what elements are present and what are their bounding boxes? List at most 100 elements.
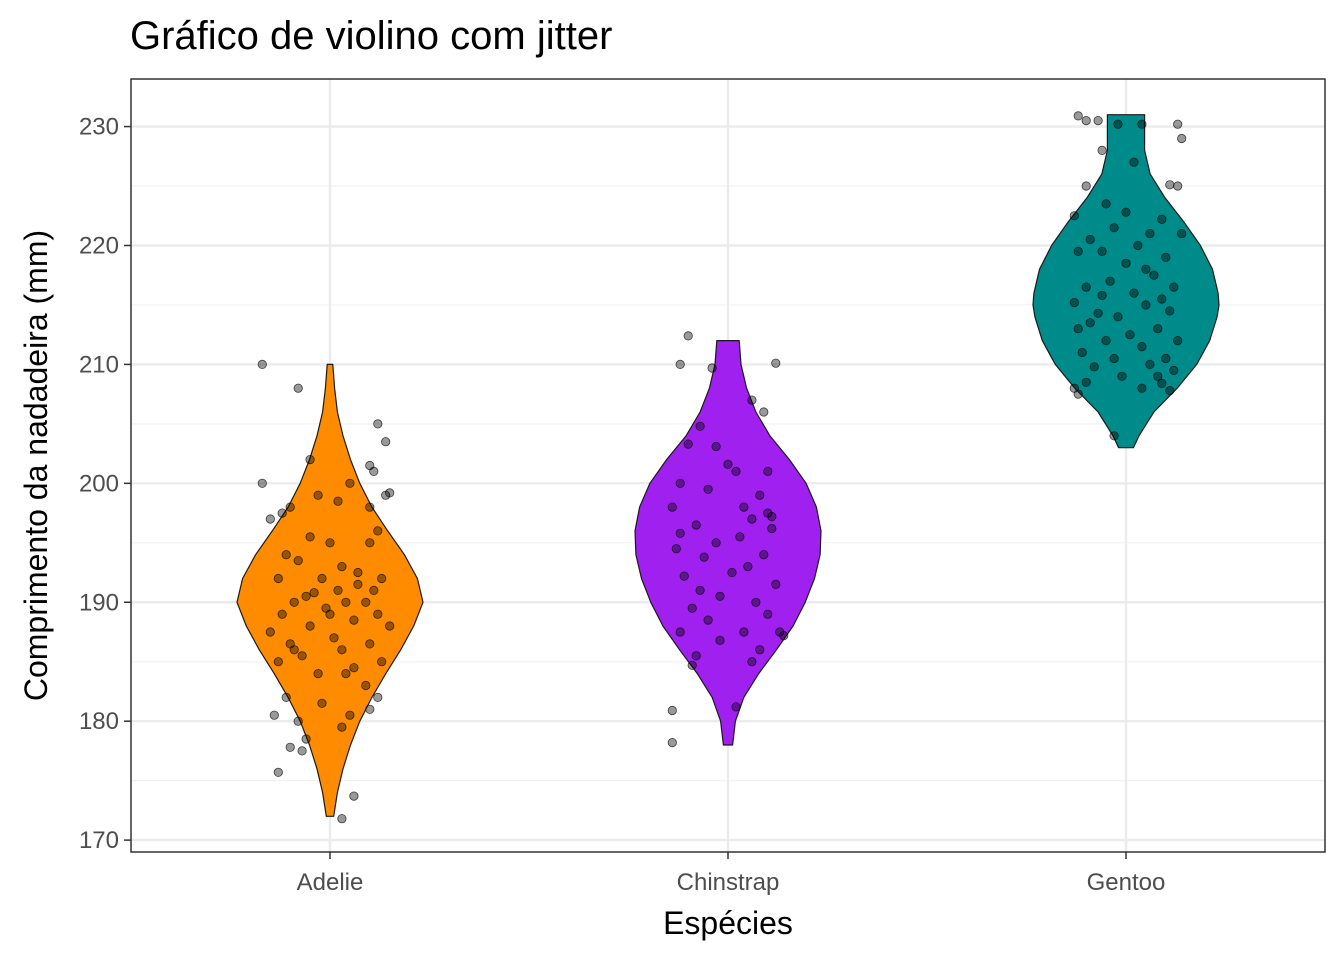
jitter-points-layer bbox=[257, 111, 1187, 824]
jitter-point bbox=[293, 716, 303, 726]
jitter-point bbox=[265, 514, 275, 524]
jitter-point bbox=[667, 737, 677, 748]
jitter-point bbox=[703, 484, 713, 494]
jitter-point bbox=[313, 668, 323, 679]
jitter-point bbox=[703, 615, 713, 625]
jitter-point bbox=[361, 680, 371, 691]
jitter-point bbox=[711, 441, 721, 452]
jitter-point bbox=[373, 526, 383, 536]
jitter-point bbox=[293, 555, 303, 566]
jitter-point bbox=[715, 635, 725, 645]
jitter-point bbox=[385, 488, 395, 498]
jitter-point bbox=[257, 359, 267, 369]
jitter-point bbox=[317, 573, 327, 584]
jitter-point bbox=[723, 459, 733, 469]
jitter-point bbox=[1129, 157, 1139, 167]
jitter-point bbox=[1085, 318, 1095, 328]
jitter-point bbox=[1097, 145, 1107, 155]
jitter-point bbox=[687, 603, 697, 613]
jitter-point bbox=[1169, 365, 1179, 375]
jitter-point bbox=[369, 585, 379, 596]
jitter-point bbox=[349, 791, 359, 801]
jitter-point bbox=[671, 544, 681, 554]
jitter-point bbox=[767, 511, 777, 522]
jitter-point bbox=[691, 520, 701, 530]
jitter-point bbox=[1141, 264, 1151, 274]
jitter-point bbox=[281, 692, 291, 703]
jitter-point bbox=[269, 710, 279, 720]
jitter-point bbox=[691, 651, 701, 661]
jitter-point bbox=[1125, 330, 1135, 340]
jitter-point bbox=[755, 645, 765, 655]
jitter-point bbox=[297, 651, 307, 661]
y-tick-label: 170 bbox=[79, 827, 119, 854]
jitter-point bbox=[1173, 335, 1183, 346]
jitter-point bbox=[273, 657, 283, 667]
jitter-point bbox=[1097, 246, 1107, 256]
jitter-point bbox=[277, 609, 287, 619]
jitter-point bbox=[771, 358, 781, 368]
jitter-point bbox=[1165, 180, 1175, 190]
jitter-point bbox=[1081, 282, 1091, 292]
jitter-point bbox=[707, 363, 717, 373]
jitter-point bbox=[731, 702, 741, 712]
jitter-point bbox=[365, 502, 375, 512]
jitter-point bbox=[1149, 270, 1159, 280]
jitter-point bbox=[277, 508, 287, 518]
jitter-point bbox=[345, 710, 355, 720]
jitter-point bbox=[779, 630, 789, 641]
jitter-point bbox=[273, 573, 283, 584]
jitter-point bbox=[1165, 306, 1175, 316]
jitter-point bbox=[1157, 294, 1167, 304]
jitter-point bbox=[683, 331, 693, 341]
y-axis-title: Comprimento da nadadeira (mm) bbox=[18, 230, 54, 701]
jitter-point bbox=[747, 395, 757, 405]
x-axis-title: Espécies bbox=[663, 905, 793, 941]
jitter-point bbox=[1069, 297, 1079, 308]
violin-gentoo bbox=[1032, 114, 1220, 449]
jitter-point bbox=[739, 627, 749, 637]
jitter-point bbox=[679, 571, 689, 581]
jitter-point bbox=[1109, 223, 1119, 233]
jitter-point bbox=[747, 657, 757, 667]
jitter-point bbox=[1157, 378, 1167, 388]
jitter-point bbox=[1141, 300, 1151, 310]
jitter-point bbox=[1081, 181, 1091, 191]
jitter-point bbox=[695, 585, 705, 596]
jitter-point bbox=[1073, 324, 1083, 334]
jitter-point bbox=[1145, 229, 1155, 239]
jitter-point bbox=[1121, 258, 1131, 268]
jitter-point bbox=[377, 657, 387, 667]
jitter-point bbox=[1137, 383, 1147, 393]
jitter-point bbox=[667, 705, 677, 716]
jitter-point bbox=[285, 502, 295, 512]
violin-chinstrap bbox=[634, 340, 822, 746]
jitter-point bbox=[1109, 353, 1119, 364]
jitter-point bbox=[341, 597, 351, 607]
jitter-point bbox=[1073, 246, 1083, 256]
jitter-point bbox=[373, 419, 383, 429]
jitter-point bbox=[1081, 377, 1091, 387]
jitter-point bbox=[763, 609, 773, 619]
jitter-point bbox=[309, 588, 319, 598]
y-tick-label: 210 bbox=[79, 351, 119, 378]
jitter-point bbox=[1069, 211, 1079, 221]
x-tick-label-chinstrap: Chinstrap bbox=[677, 869, 780, 896]
jitter-point bbox=[1077, 347, 1087, 358]
jitter-point bbox=[1081, 116, 1091, 126]
x-tick-label-adelie: Adelie bbox=[297, 869, 364, 896]
jitter-point bbox=[1101, 335, 1111, 346]
jitter-point bbox=[385, 621, 395, 631]
jitter-point bbox=[1073, 111, 1083, 121]
jitter-point bbox=[1093, 116, 1103, 126]
jitter-point bbox=[301, 734, 311, 744]
jitter-point bbox=[369, 466, 379, 476]
jitter-point bbox=[675, 627, 685, 637]
jitter-point bbox=[349, 663, 359, 673]
jitter-point bbox=[1121, 207, 1131, 217]
x-axis: Adelie Chinstrap Gentoo bbox=[297, 852, 1165, 896]
jitter-point bbox=[337, 561, 347, 572]
jitter-point bbox=[1165, 385, 1175, 396]
violin-adelie bbox=[236, 363, 424, 817]
